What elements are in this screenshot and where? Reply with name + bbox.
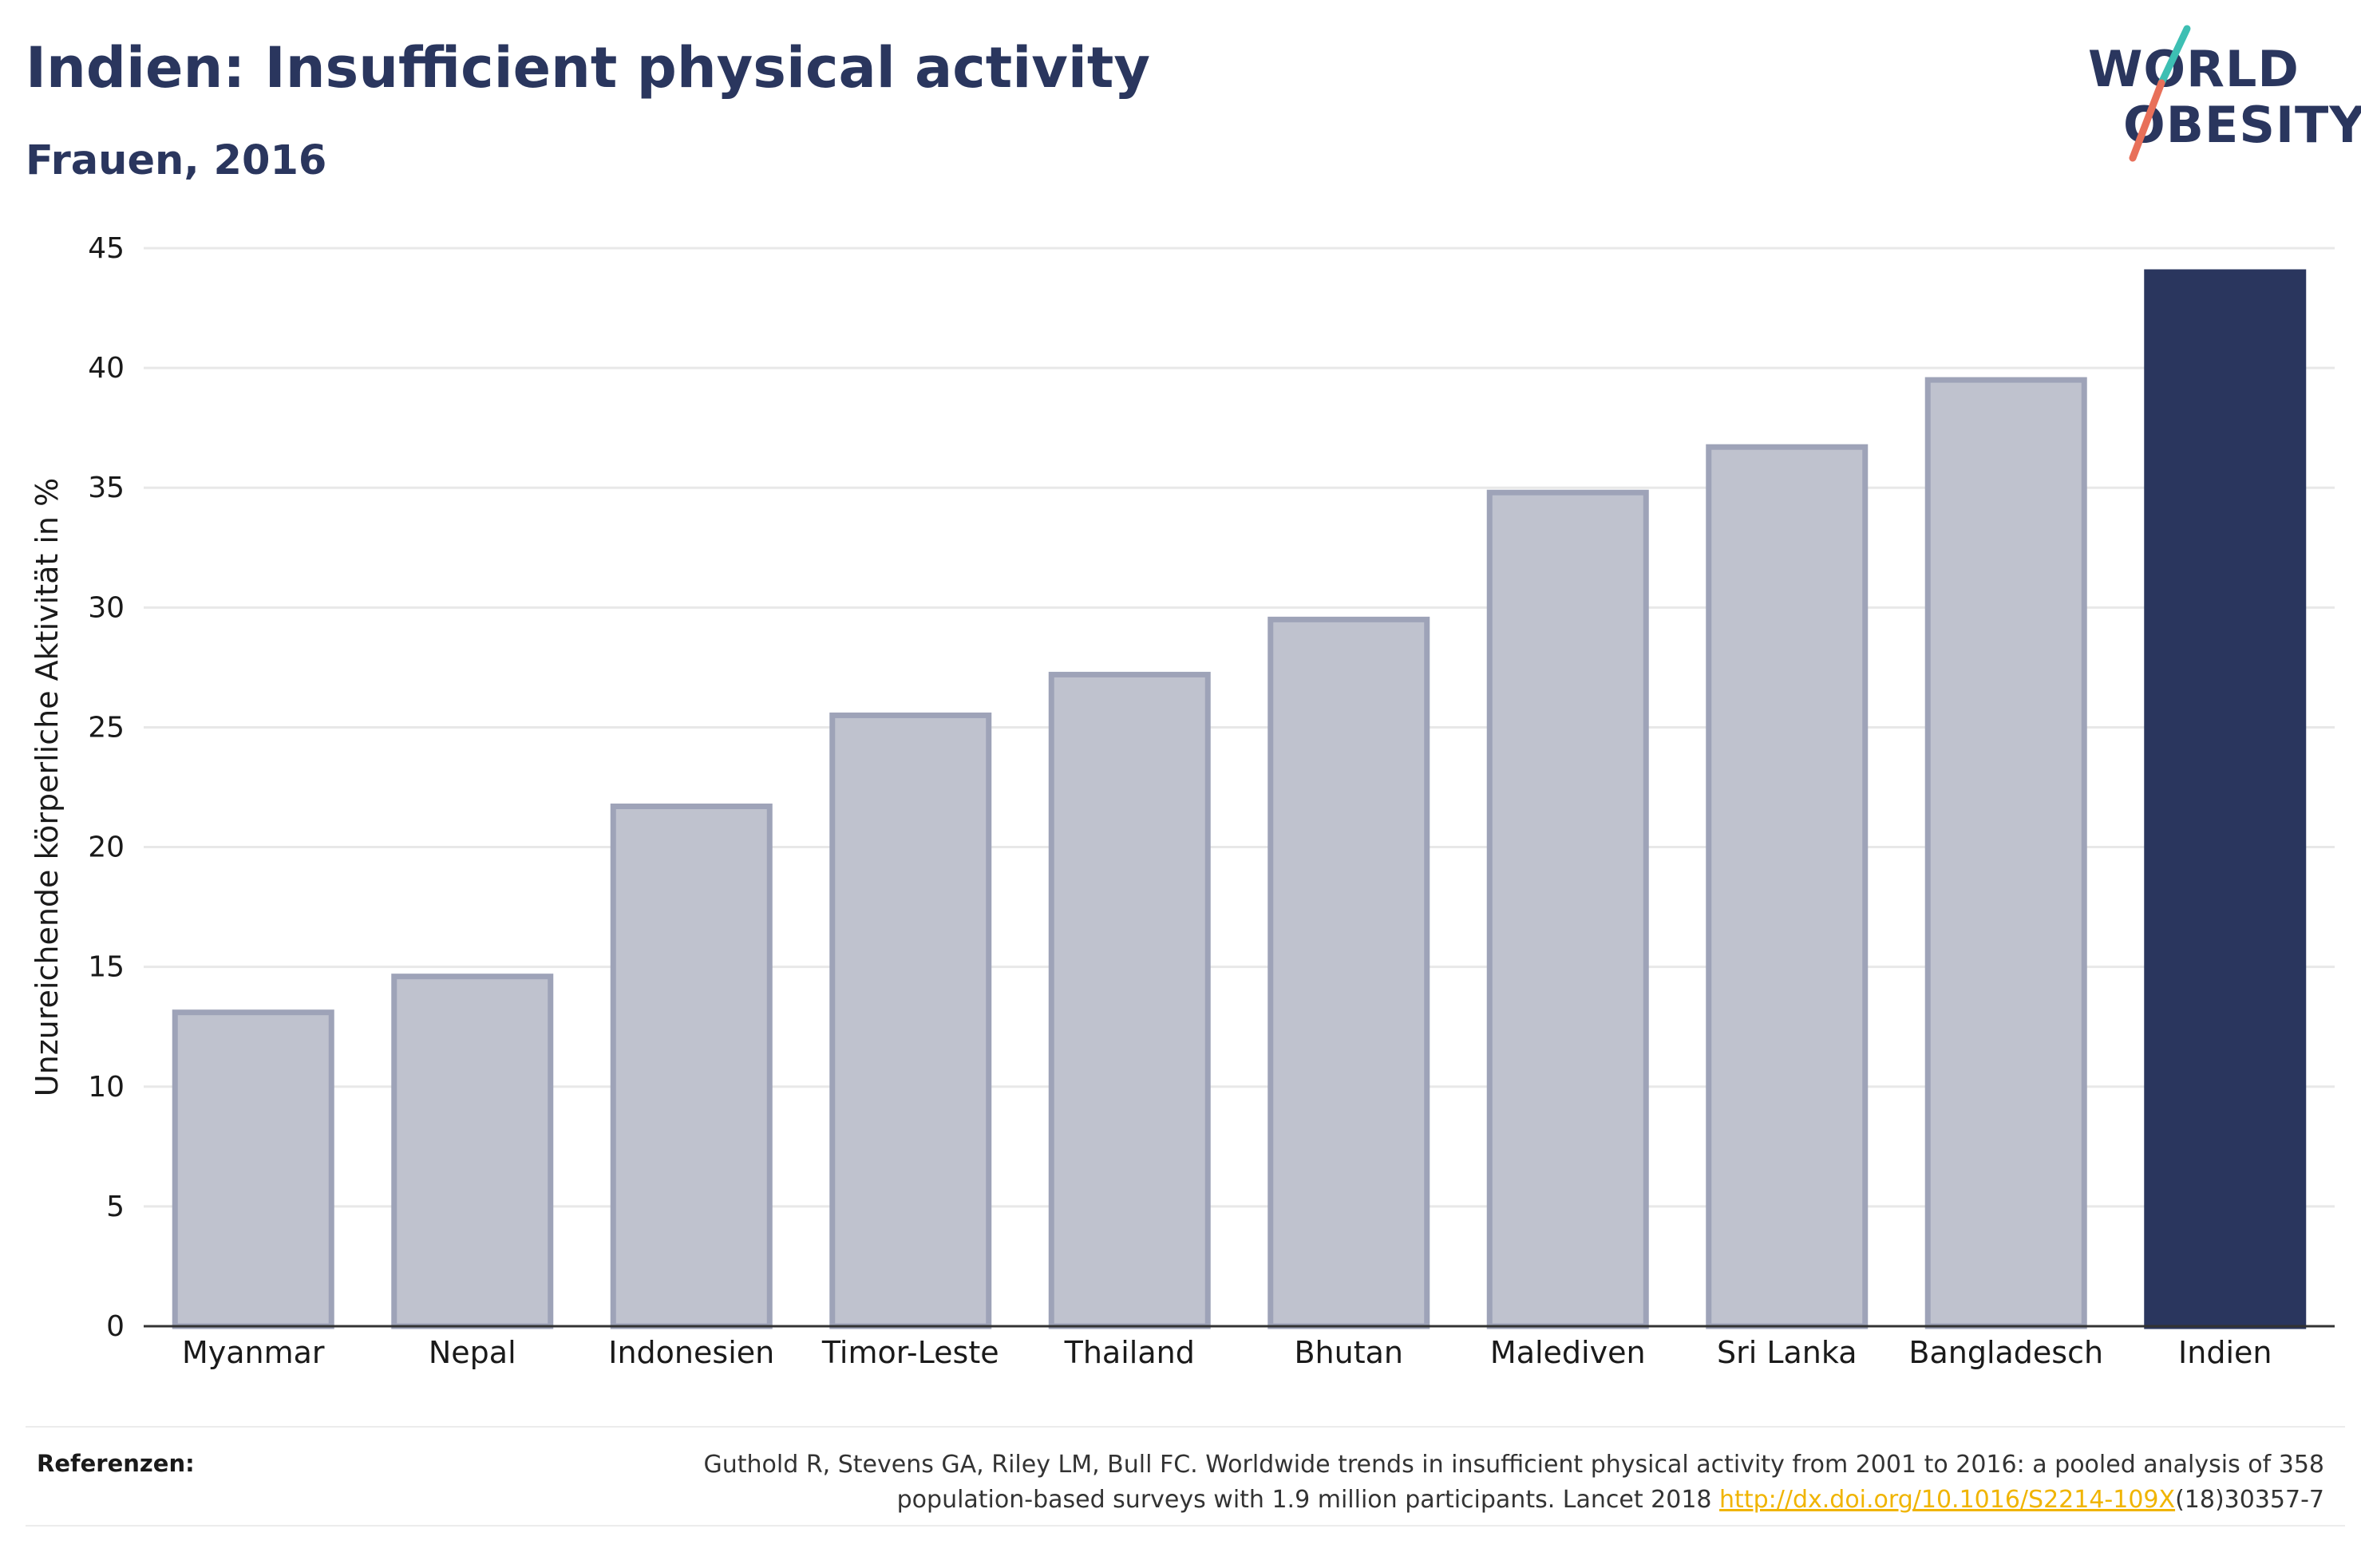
bar bbox=[1924, 377, 2087, 1329]
bar bbox=[391, 974, 554, 1329]
reference-doi-link[interactable]: http://dx.doi.org/10.1016/S2214-109X bbox=[1719, 1486, 2176, 1514]
y-tick-label: 40 bbox=[88, 352, 125, 385]
references-text: Guthold R, Stevens GA, Riley LM, Bull FC… bbox=[488, 1448, 2324, 1518]
y-tick-label: 25 bbox=[88, 711, 125, 744]
bar-chart: 0 5 10 15 20 25 30 35 40 45 Myanmar Nepal Indonesien… bbox=[30, 232, 2335, 1370]
reference-line-3: (18)30357-7 bbox=[2175, 1486, 2324, 1514]
x-tick-label: Sri Lanka bbox=[1717, 1335, 1857, 1370]
y-axis-label: Unzureichende körperliche Aktivität in % bbox=[30, 478, 65, 1096]
bar bbox=[610, 804, 773, 1329]
bar bbox=[829, 712, 992, 1329]
bar bbox=[1706, 444, 1869, 1329]
x-tick-label: Nepal bbox=[429, 1335, 516, 1370]
footer-divider-top bbox=[26, 1426, 2345, 1428]
x-tick-label: Timor-Leste bbox=[821, 1335, 999, 1370]
logo-line-world: WORLD bbox=[2088, 40, 2300, 98]
reference-line-1: Guthold R, Stevens GA, Riley LM, Bull FC… bbox=[703, 1451, 2324, 1479]
world-obesity-logo: WORLD OBESITY bbox=[2075, 22, 2361, 174]
y-tick-label: 10 bbox=[88, 1071, 125, 1104]
bar bbox=[172, 1009, 334, 1329]
bar-highlight bbox=[2144, 269, 2307, 1329]
x-tick-label: Thailand bbox=[1064, 1335, 1195, 1370]
reference-line-2: population-based surveys with 1.9 millio… bbox=[896, 1486, 1712, 1514]
x-tick-label: Myanmar bbox=[182, 1335, 325, 1370]
footer-divider-bottom bbox=[26, 1525, 2345, 1527]
y-tick-label: 20 bbox=[88, 831, 125, 864]
bar bbox=[1486, 489, 1649, 1329]
y-tick-label: 35 bbox=[88, 472, 125, 504]
bar bbox=[1048, 671, 1211, 1329]
x-tick-label: Bhutan bbox=[1294, 1335, 1403, 1370]
references-label: Referenzen: bbox=[37, 1450, 195, 1477]
y-tick-label: 30 bbox=[88, 591, 125, 624]
y-tick-label: 5 bbox=[106, 1191, 125, 1223]
bar bbox=[1268, 616, 1430, 1329]
x-tick-label: Malediven bbox=[1490, 1335, 1646, 1370]
page-title: Indien: Insufficient physical activity bbox=[26, 35, 1150, 101]
x-tick-label: Indonesien bbox=[608, 1335, 774, 1370]
logo-slash-icon bbox=[2129, 25, 2191, 162]
x-tick-label: Bangladesch bbox=[1908, 1335, 2103, 1370]
page-subtitle: Frauen, 2016 bbox=[26, 137, 327, 184]
y-tick-label: 15 bbox=[88, 951, 125, 984]
x-tick-label: Indien bbox=[2178, 1335, 2272, 1370]
y-tick-label: 45 bbox=[88, 232, 125, 265]
logo-line-obesity: OBESITY bbox=[2123, 96, 2361, 154]
y-tick-label: 0 bbox=[106, 1310, 125, 1343]
